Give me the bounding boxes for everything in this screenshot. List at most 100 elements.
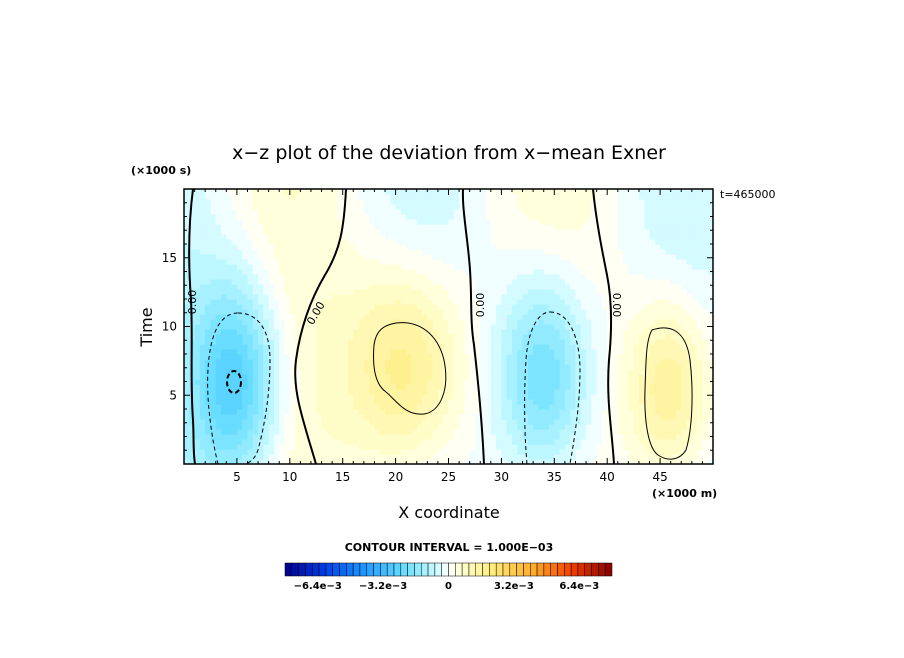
field-cell [549,294,555,300]
field-cell [310,339,317,345]
field-cell [474,234,481,240]
field-cell [586,374,592,380]
field-cell [310,264,317,270]
field-cell [369,269,376,275]
field-cell [406,229,413,235]
field-cell [321,234,328,240]
field-cell [654,439,661,445]
field-cell [406,444,413,450]
field-cell [591,424,598,430]
field-cell [628,379,635,385]
field-cell [342,289,349,295]
field-cell [284,199,291,205]
field-cell [189,209,196,215]
field-cell [422,379,428,385]
field-cell [326,309,333,315]
field-cell [258,249,264,255]
field-cell [459,294,465,300]
field-cell [390,364,397,370]
field-cell [289,274,296,280]
field-cell [210,394,217,400]
field-cell [273,359,280,365]
field-cell [189,284,196,290]
field-cell [538,399,545,405]
field-cell [448,234,455,240]
field-cell [316,404,323,410]
field-cell [379,364,386,370]
field-cell [258,389,264,395]
field-cell [347,249,354,255]
field-cell [554,299,561,305]
field-cell [210,214,217,220]
field-cell [496,454,502,460]
field-cell [353,269,360,275]
field-cell [580,389,587,395]
field-cell [226,199,233,205]
field-cell [601,209,608,215]
field-cell [268,274,275,280]
field-cell [332,299,339,305]
field-cell [411,264,418,270]
field-cell [453,284,460,290]
field-cell [644,239,651,245]
field-cell [538,424,545,430]
field-cell [332,399,339,405]
field-cell [527,459,534,464]
field-cell [379,449,386,455]
field-cell [422,274,428,280]
field-cell [570,399,577,405]
field-cell [252,229,259,235]
field-cell [279,284,286,290]
field-cell [596,279,603,285]
field-cell [490,229,497,235]
field-cell [247,229,254,235]
field-cell [242,289,249,295]
field-cell [268,349,275,355]
field-cell [242,379,249,385]
field-cell [247,419,254,425]
field-cell [638,404,645,410]
field-cell [326,389,333,395]
field-cell [596,269,603,275]
field-cell [485,244,492,250]
field-cell [511,284,518,290]
field-cell [496,429,502,435]
field-cell [406,274,413,280]
field-cell [607,439,614,445]
field-cell [469,394,476,400]
field-cell [390,329,397,335]
field-cell [321,189,328,195]
field-cell [432,419,439,425]
field-cell [485,409,492,415]
field-cell [194,424,201,430]
field-cell [654,304,661,310]
field-cell [369,379,376,385]
field-cell [326,459,333,464]
field-cell [443,359,450,365]
field-cell [527,374,534,380]
field-cell [268,254,275,260]
field-cell [284,349,291,355]
field-cell [517,384,524,390]
field-cell [406,204,413,210]
field-cell [533,239,540,245]
field-cell [623,389,629,395]
field-cell [644,379,651,385]
field-cell [326,319,333,325]
field-cell [226,249,233,255]
field-cell [369,219,376,225]
field-cell [437,214,444,220]
field-cell [453,214,460,220]
field-cell [310,439,317,445]
field-cell [633,329,640,335]
field-cell [263,299,270,305]
field-cell [252,349,259,355]
field-cell [490,299,497,305]
field-cell [538,334,545,340]
field-cell [559,354,566,360]
field-cell [543,324,550,330]
field-cell [310,244,317,250]
field-cell [226,294,233,300]
field-cell [596,394,603,400]
field-cell [400,249,407,255]
